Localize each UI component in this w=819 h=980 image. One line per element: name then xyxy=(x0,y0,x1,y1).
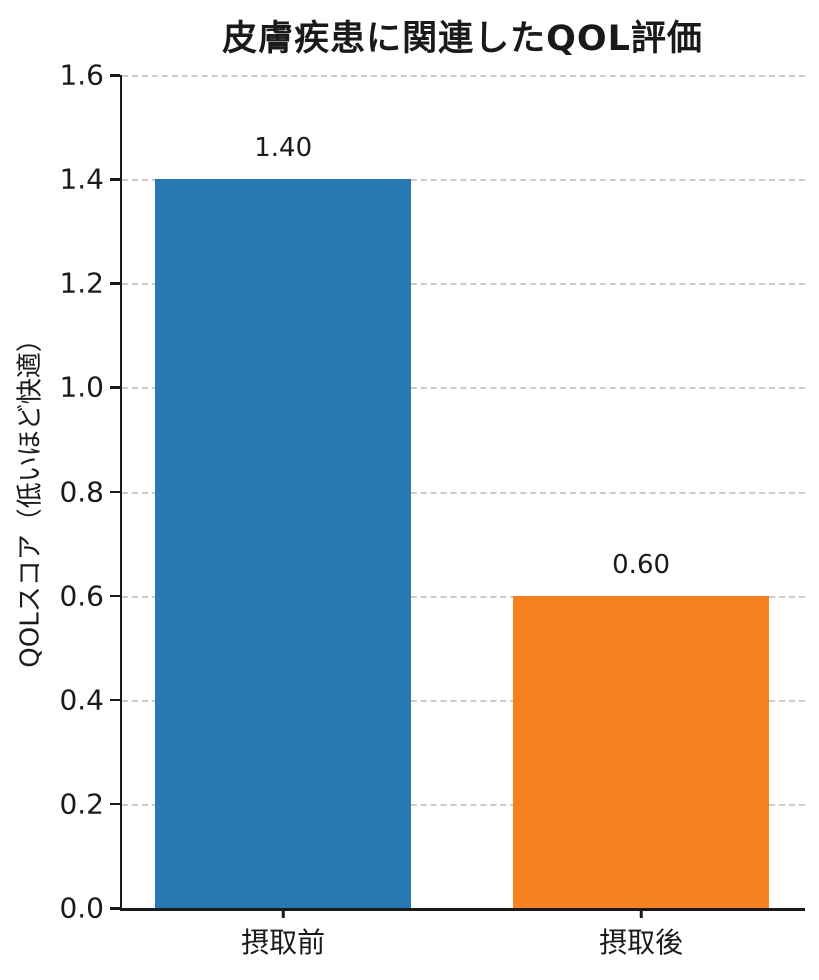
gridline xyxy=(122,387,805,390)
x-category-label: 摂取前 xyxy=(241,926,326,959)
gridline xyxy=(122,283,805,286)
y-axis-tick xyxy=(110,907,120,910)
bar-2 xyxy=(513,595,770,908)
x-category-label: 摂取後 xyxy=(599,926,684,959)
chart-title: 皮膚疾患に関連したQOL評価 xyxy=(222,19,703,59)
y-tick-label: 0.4 xyxy=(59,683,104,717)
y-tick-label: 1.2 xyxy=(59,266,104,300)
y-tick-label: 0.0 xyxy=(59,891,104,925)
gridline xyxy=(122,491,805,494)
y-axis-tick xyxy=(110,594,120,598)
y-axis-tick xyxy=(110,490,120,493)
x-axis-tick xyxy=(281,911,285,918)
y-tick-label: 0.8 xyxy=(59,475,104,508)
y-axis-tick xyxy=(110,386,120,389)
y-axis-tick xyxy=(110,74,120,77)
x-axis-tick xyxy=(639,911,643,918)
y-axis-tick xyxy=(110,802,120,806)
y-axis-tick xyxy=(110,282,120,285)
gridline xyxy=(122,179,805,182)
y-tick-label: 1.4 xyxy=(59,162,104,196)
y-axis-tick xyxy=(110,698,120,702)
bar-1 xyxy=(155,179,412,908)
gridline xyxy=(122,699,805,702)
y-tick-label: 1.0 xyxy=(59,370,104,404)
bar-value-label: 1.40 xyxy=(254,133,313,164)
gridline xyxy=(122,595,805,598)
bar-value-label: 0.60 xyxy=(612,549,671,580)
y-tick-label: 1.6 xyxy=(59,58,104,92)
y-tick-label: 0.6 xyxy=(59,579,104,613)
gridline xyxy=(122,75,805,77)
gridline xyxy=(122,803,805,806)
y-tick-label: 0.2 xyxy=(59,787,104,821)
plot-area: 0.0 0.2 0.4 0.6 0.8 1.0 1.2 1.4 1.6 1.40 摂取前 0.60 摂取… xyxy=(59,59,805,959)
y-axis-tick xyxy=(110,178,120,181)
